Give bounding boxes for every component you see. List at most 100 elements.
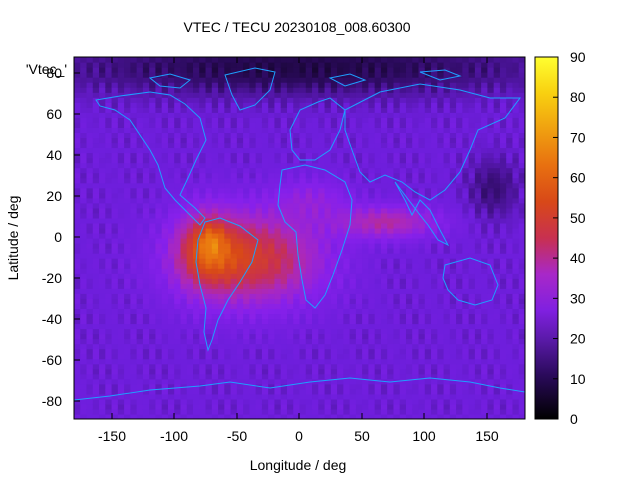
heatmap-cell xyxy=(236,263,244,269)
heatmap-cell xyxy=(405,298,413,304)
heatmap-cell xyxy=(74,348,81,355)
heatmap-cell xyxy=(130,298,138,304)
heatmap-cell xyxy=(261,328,269,335)
heatmap-cell xyxy=(255,348,263,355)
heatmap-cell xyxy=(318,263,326,269)
heatmap-cell xyxy=(86,62,94,68)
heatmap-cell xyxy=(318,363,326,370)
heatmap-cell xyxy=(268,413,276,419)
heatmap-cell xyxy=(456,62,463,68)
heatmap-cell xyxy=(230,122,238,128)
heatmap-cell xyxy=(136,202,144,209)
heatmap-cell xyxy=(205,97,213,103)
heatmap-cell xyxy=(130,238,138,244)
heatmap-cell xyxy=(431,197,438,204)
heatmap-cell xyxy=(105,353,113,360)
heatmap-cell xyxy=(393,288,401,294)
heatmap-cell xyxy=(399,192,407,199)
heatmap-cell xyxy=(437,212,445,219)
heatmap-cell xyxy=(124,222,131,229)
heatmap-cell xyxy=(80,157,88,164)
heatmap-cell xyxy=(161,92,169,98)
heatmap-cell xyxy=(324,323,332,330)
heatmap-cell xyxy=(468,338,476,345)
heatmap-cell xyxy=(362,182,369,189)
heatmap-cell xyxy=(130,67,138,73)
heatmap-cell xyxy=(487,202,495,209)
heatmap-cell xyxy=(393,248,401,254)
heatmap-cell xyxy=(412,152,420,159)
heatmap-cell xyxy=(92,378,100,385)
heatmap-cell xyxy=(92,207,100,214)
heatmap-cell xyxy=(468,197,476,204)
heatmap-cell xyxy=(74,238,81,244)
heatmap-cell xyxy=(474,82,482,88)
heatmap-cell xyxy=(337,157,344,164)
heatmap-cell xyxy=(412,197,420,204)
heatmap-cell xyxy=(149,338,157,345)
heatmap-cell xyxy=(86,268,94,274)
heatmap-cell xyxy=(312,243,319,249)
heatmap-cell xyxy=(293,353,301,360)
heatmap-cell xyxy=(493,398,501,405)
heatmap-cell xyxy=(343,157,351,164)
heatmap-cell xyxy=(355,243,363,249)
heatmap-cell xyxy=(405,353,413,360)
heatmap-cell xyxy=(437,127,445,134)
heatmap-cell xyxy=(243,147,250,154)
heatmap-cell xyxy=(405,87,413,93)
heatmap-cell xyxy=(481,258,489,264)
heatmap-cell xyxy=(205,413,213,419)
heatmap-cell xyxy=(349,147,357,154)
heatmap-cell xyxy=(293,243,301,249)
heatmap-cell xyxy=(305,328,313,335)
heatmap-cell xyxy=(312,323,319,330)
heatmap-cell xyxy=(337,248,344,254)
heatmap-cell xyxy=(111,248,119,254)
heatmap-cell xyxy=(205,222,213,229)
heatmap-cell xyxy=(274,243,282,249)
heatmap-cell xyxy=(468,202,476,209)
heatmap-cell xyxy=(431,212,438,219)
heatmap-cell xyxy=(230,353,238,360)
heatmap-cell xyxy=(418,353,426,360)
heatmap-cell xyxy=(80,258,88,264)
heatmap-cell xyxy=(86,368,94,375)
heatmap-cell xyxy=(462,363,470,370)
heatmap-cell xyxy=(186,258,194,264)
heatmap-cell xyxy=(142,238,150,244)
heatmap-cell xyxy=(205,147,213,154)
heatmap-cell xyxy=(443,313,451,320)
heatmap-cell xyxy=(305,177,313,184)
heatmap-cell xyxy=(487,232,495,239)
heatmap-cell xyxy=(324,293,332,299)
heatmap-cell xyxy=(80,202,88,209)
heatmap-cell xyxy=(312,318,319,325)
heatmap-cell xyxy=(249,403,257,410)
heatmap-cell xyxy=(99,142,106,149)
heatmap-cell xyxy=(418,408,426,415)
heatmap-cell xyxy=(224,147,232,154)
heatmap-cell xyxy=(249,323,257,330)
heatmap-cell xyxy=(130,288,138,294)
heatmap-cell xyxy=(437,363,445,370)
heatmap-cell xyxy=(92,328,100,335)
heatmap-cell xyxy=(299,212,307,219)
heatmap-cell xyxy=(418,202,426,209)
heatmap-cell xyxy=(349,222,357,229)
heatmap-cell xyxy=(312,57,319,63)
heatmap-cell xyxy=(167,162,175,169)
heatmap-cell xyxy=(124,227,131,234)
heatmap-cell xyxy=(437,408,445,415)
heatmap-cell xyxy=(280,338,288,345)
heatmap-cell xyxy=(299,388,307,395)
heatmap-cell xyxy=(343,197,351,204)
heatmap-cell xyxy=(218,87,225,93)
heatmap-cell xyxy=(218,403,225,410)
heatmap-cell xyxy=(105,363,113,370)
heatmap-cell xyxy=(449,92,457,98)
heatmap-cell xyxy=(211,172,219,179)
heatmap-cell xyxy=(105,393,113,400)
heatmap-cell xyxy=(362,147,369,154)
heatmap-cell xyxy=(111,348,119,355)
